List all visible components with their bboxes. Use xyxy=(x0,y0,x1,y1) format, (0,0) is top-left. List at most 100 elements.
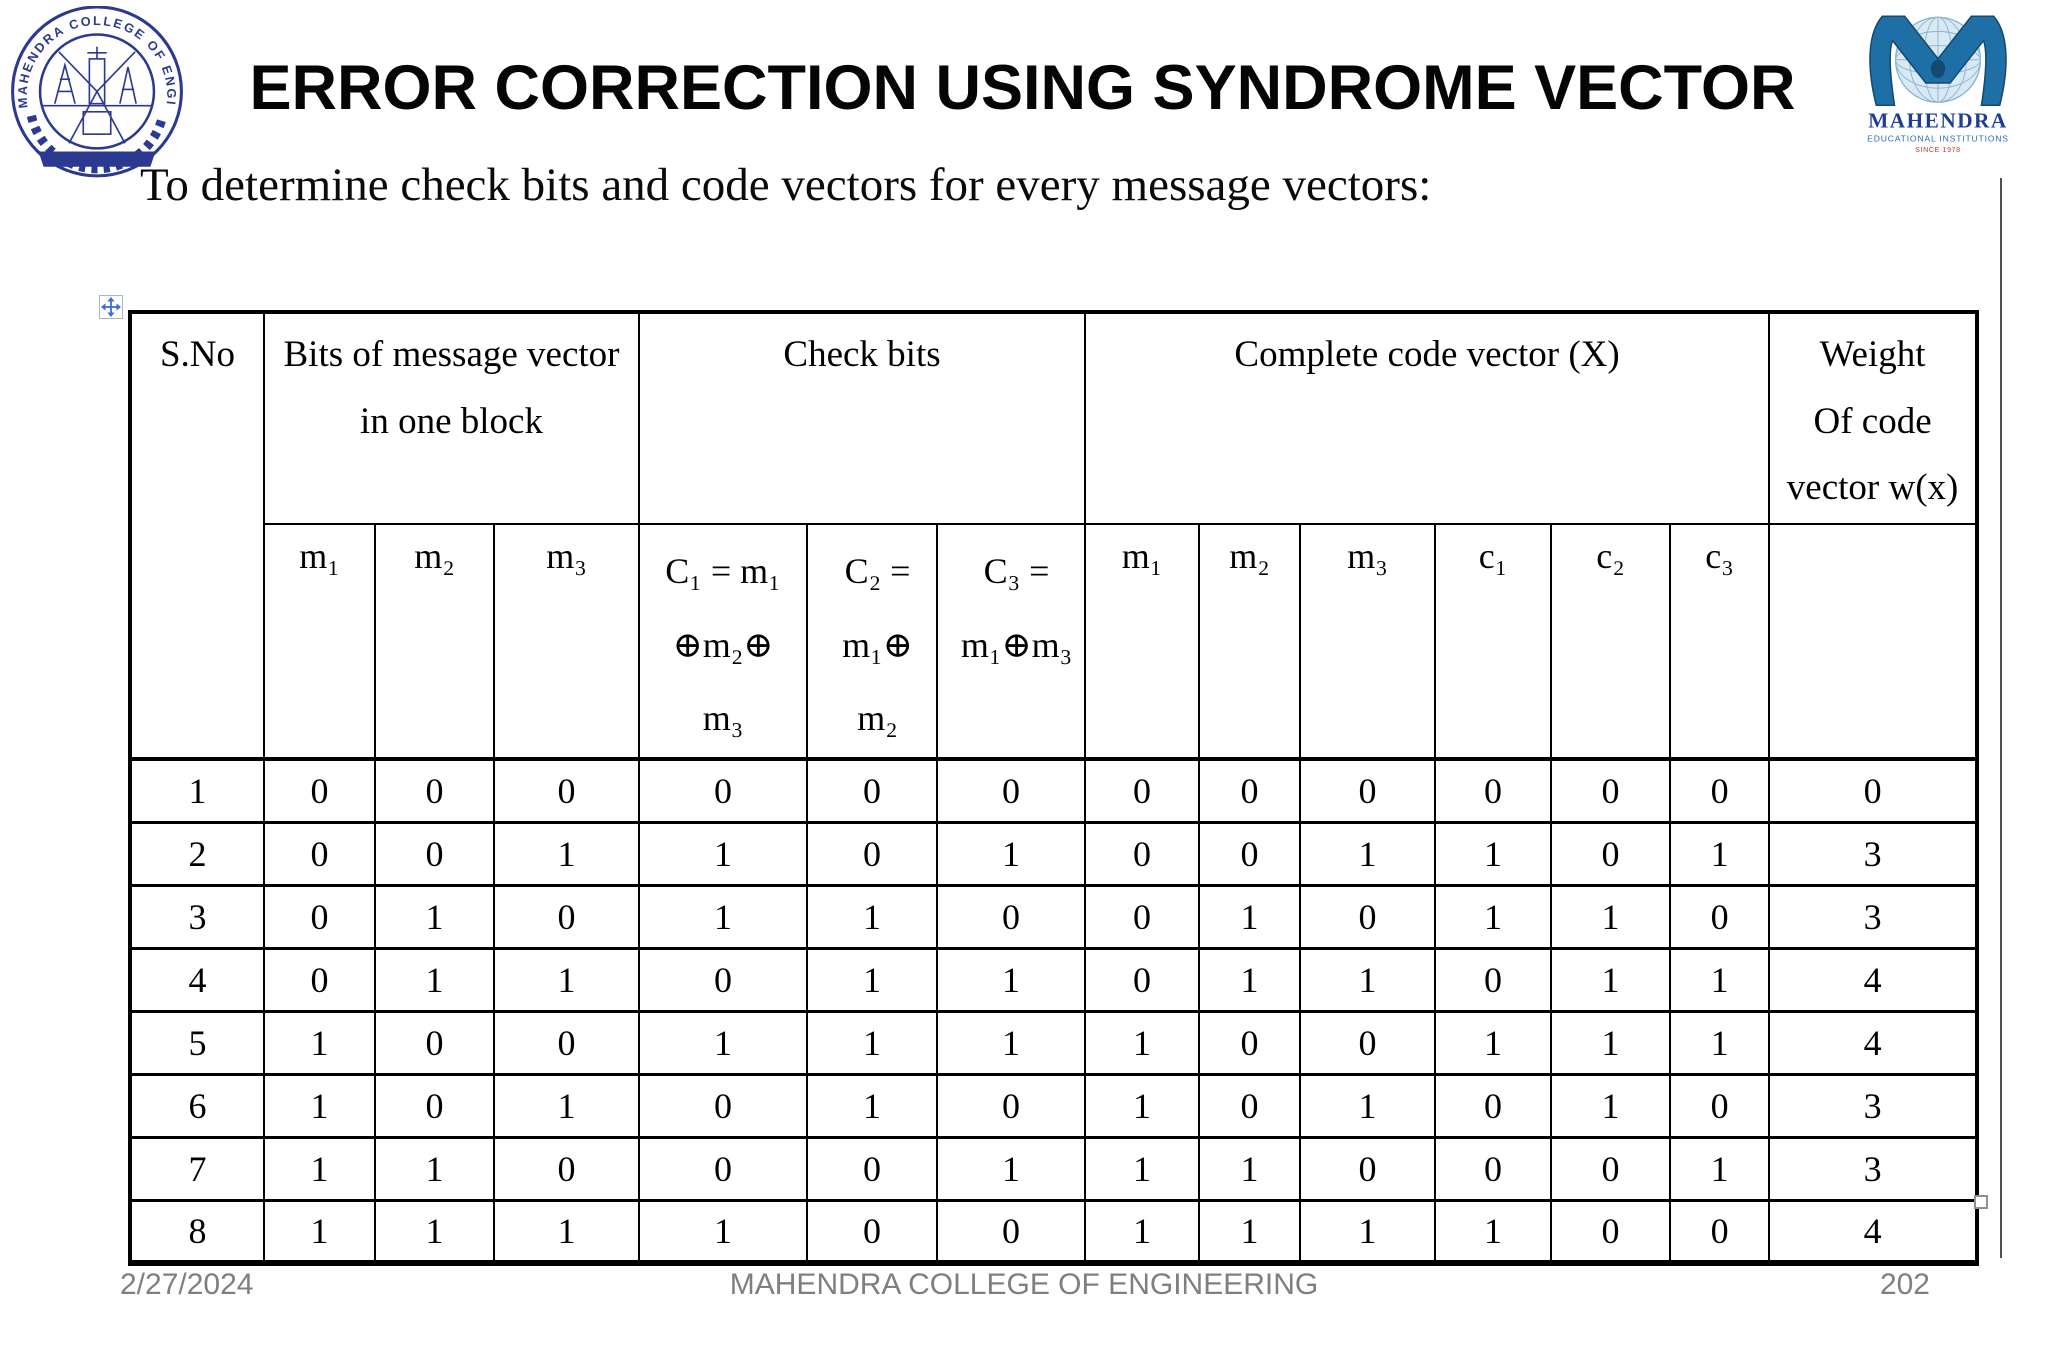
table-cell: 0 xyxy=(1550,1135,1672,1202)
table-cell: 0 xyxy=(1084,946,1201,1013)
subheader-c1-formula: C₁ = m₁ ⊕m₂⊕ m₃ xyxy=(638,522,809,761)
table-cell: 0 xyxy=(1768,757,1979,824)
header-code-vector-group: Complete code vector (X) xyxy=(1084,311,1771,525)
table-cell: 1 xyxy=(638,820,809,887)
table-cell: 1 xyxy=(374,883,495,950)
table-cell: 1 xyxy=(1084,1072,1201,1139)
table-cell: 1 xyxy=(1198,1198,1302,1265)
table-cell: 0 xyxy=(492,757,641,824)
table-cell: 1 xyxy=(1084,1198,1201,1265)
table-cell: 0 xyxy=(1084,883,1201,950)
table-cell: 0 xyxy=(638,1072,809,1139)
table-cell: 0 xyxy=(806,1198,939,1265)
subheader-m3: m₃ xyxy=(492,522,641,761)
table-cell: 3 xyxy=(1768,1072,1979,1139)
table-cell: 4 xyxy=(129,946,265,1013)
table-cell: 0 xyxy=(1198,1009,1302,1076)
group-header-row: S.No Bits of message vector in one block… xyxy=(129,310,1979,761)
table-cell: 0 xyxy=(492,1135,641,1202)
table-cell: 1 xyxy=(1084,1135,1201,1202)
table-cell: 1 xyxy=(263,1072,376,1139)
table-cell: 1 xyxy=(1434,1009,1553,1076)
table-cell: 1 xyxy=(263,1009,376,1076)
subheader-m1: m₁ xyxy=(263,522,376,761)
move-icon xyxy=(101,297,121,317)
table-cell: 1 xyxy=(492,1072,641,1139)
subheader-code-m2: m₂ xyxy=(1198,522,1302,761)
table-cell: 0 xyxy=(1550,757,1672,824)
table-cell: 4 xyxy=(1768,1009,1979,1076)
sub-header-row: m₁ m₂ m₃ C₁ = m₁ ⊕m₂⊕ m₃ C₂ = m₁⊕ m₂ C₃ … xyxy=(130,522,1979,761)
table-cell: 0 xyxy=(1434,1072,1553,1139)
table-cell: 1 xyxy=(806,1009,939,1076)
seal-gear-teeth xyxy=(26,114,168,174)
table-cell: 1 xyxy=(638,1009,809,1076)
m-jewel xyxy=(1930,59,1946,78)
table-move-handle[interactable] xyxy=(99,295,123,319)
table-cell: 1 xyxy=(1550,1009,1672,1076)
document-edge-line xyxy=(2000,178,2002,1258)
table-cell: 0 xyxy=(1669,757,1771,824)
table-cell: 5 xyxy=(129,1009,265,1076)
table-cell: 1 xyxy=(806,883,939,950)
table-cell: 1 xyxy=(129,757,265,824)
table-cell: 1 xyxy=(1550,883,1672,950)
table-cell: 1 xyxy=(1669,946,1771,1013)
table-cell: 1 xyxy=(1084,1009,1201,1076)
table-cell: 0 xyxy=(1198,820,1302,887)
table-cell: 0 xyxy=(1084,820,1201,887)
table-cell: 0 xyxy=(1434,757,1553,824)
subheader-weight-empty xyxy=(1768,522,1979,761)
table-cell: 1 xyxy=(1434,1198,1553,1265)
table-cell: 1 xyxy=(1669,1135,1771,1202)
table-cell: 0 xyxy=(936,1198,1087,1265)
table-cell: 0 xyxy=(263,757,376,824)
table-cell: 0 xyxy=(1299,1135,1437,1202)
table-cell: 1 xyxy=(1198,883,1302,950)
header-check-bits-group: Check bits xyxy=(638,311,1087,525)
table-cell: 3 xyxy=(1768,1135,1979,1202)
table-cell: 0 xyxy=(1669,883,1771,950)
table-cell: 1 xyxy=(1550,1072,1672,1139)
table-cell: 3 xyxy=(129,883,265,950)
table-cell: 0 xyxy=(936,883,1087,950)
table-cell: 0 xyxy=(936,1072,1087,1139)
slide-title: ERROR CORRECTION USING SYNDROME VECTOR xyxy=(249,53,1796,123)
subheader-code-c3: c₃ xyxy=(1669,522,1771,761)
table-cell: 3 xyxy=(1768,883,1979,950)
table-cell: 1 xyxy=(263,1198,376,1265)
table-cell: 6 xyxy=(129,1072,265,1139)
table-cell: 0 xyxy=(806,1135,939,1202)
table-resize-handle[interactable] xyxy=(1974,1195,1988,1209)
subheader-c2-formula: C₂ = m₁⊕ m₂ xyxy=(806,522,939,761)
table-cell: 1 xyxy=(374,1198,495,1265)
table-cell: 1 xyxy=(638,1198,809,1265)
table-cell: 0 xyxy=(1198,1072,1302,1139)
table-cell: 0 xyxy=(492,883,641,950)
subheader-code-m1: m₁ xyxy=(1084,522,1201,761)
subheader-code-c1: c₁ xyxy=(1434,522,1553,761)
table-cell: 1 xyxy=(638,883,809,950)
table-cell: 1 xyxy=(1198,946,1302,1013)
table-cell: 0 xyxy=(263,946,376,1013)
table-cell: 0 xyxy=(638,757,809,824)
institution-name: MAHENDRA xyxy=(1868,109,2008,133)
table-cell: 7 xyxy=(129,1135,265,1202)
table-cell: 1 xyxy=(1299,1198,1437,1265)
table-cell: 0 xyxy=(1550,1198,1672,1265)
table-cell: 0 xyxy=(374,1072,495,1139)
seal-emblem xyxy=(42,46,152,144)
table-cell: 0 xyxy=(374,820,495,887)
table-cell: 0 xyxy=(1084,757,1201,824)
table-cell: 0 xyxy=(492,1009,641,1076)
table-cell: 0 xyxy=(638,1135,809,1202)
table-cell: 1 xyxy=(1198,1135,1302,1202)
table-cell: 1 xyxy=(492,820,641,887)
